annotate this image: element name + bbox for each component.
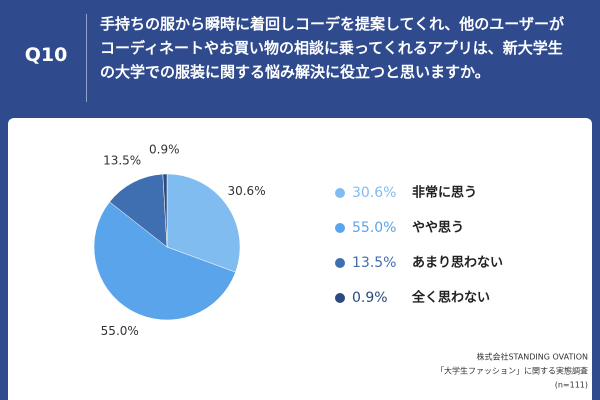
source: (n=111) — [555, 381, 588, 390]
legend-value: 55.0% — [352, 220, 396, 236]
legend-dot — [335, 223, 345, 233]
source: 「大学生ファッション」に関する実態調査 — [436, 366, 588, 376]
legend-dot — [335, 258, 345, 268]
question-number: Q10 — [24, 44, 68, 66]
legend-label: 全く思わない — [411, 290, 490, 306]
data-label: 0.9% — [149, 143, 180, 157]
legend-value: 30.6% — [352, 185, 396, 201]
legend-value: 13.5% — [352, 255, 396, 271]
data-label: 30.6% — [227, 184, 265, 198]
legend-label: やや思う — [412, 221, 464, 236]
legend-value: 0.9% — [352, 290, 388, 306]
pie-slice — [109, 173, 168, 248]
legend-dot — [335, 293, 345, 303]
source: 株式会社STANDING OVATION — [476, 352, 588, 362]
legend-label: あまり思わない — [412, 256, 503, 271]
legend-dot — [335, 188, 345, 198]
pie-slice — [162, 173, 168, 248]
pie-slice — [166, 173, 241, 273]
pie-slice — [93, 201, 236, 321]
legend-label: 非常に思う — [412, 185, 477, 201]
divider — [86, 14, 87, 102]
data-label: 55.0% — [101, 324, 139, 338]
data-label: 13.5% — [103, 153, 141, 167]
chart-title: 手持ちの服から瞬時に着回しコーデを提案してくれ、他のユーザーがコーディネートやお… — [100, 15, 564, 81]
